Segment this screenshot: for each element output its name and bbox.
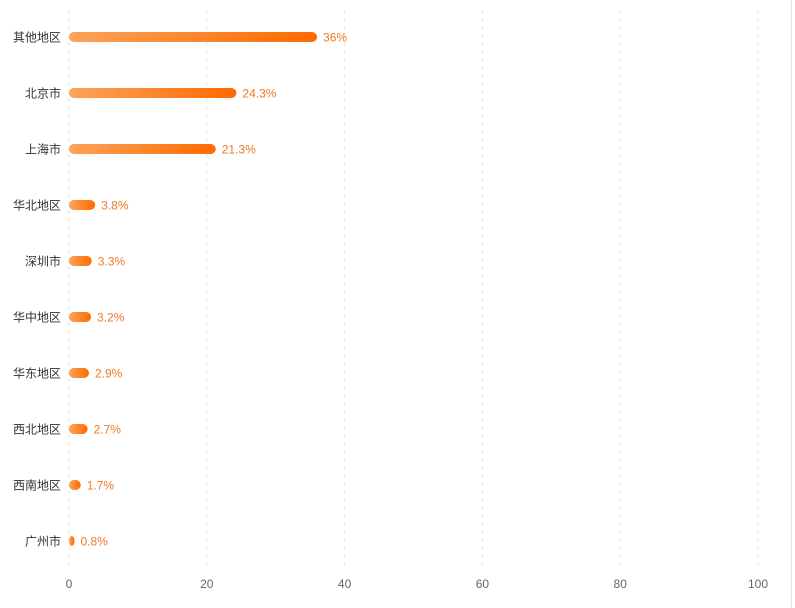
- data-label: 21.3%: [222, 143, 256, 157]
- bar: [69, 312, 92, 322]
- bar: [69, 144, 216, 154]
- bar: [69, 256, 92, 266]
- category-label: 其他地区: [13, 31, 61, 45]
- data-label: 0.8%: [81, 535, 109, 549]
- data-label: 2.9%: [95, 367, 123, 381]
- bar: [69, 424, 88, 434]
- bar: [69, 88, 237, 98]
- data-label: 3.3%: [98, 255, 126, 269]
- category-label: 广州市: [25, 534, 61, 549]
- data-label: 3.2%: [97, 311, 125, 325]
- x-tick-label: 0: [66, 577, 73, 591]
- category-label: 华北地区: [13, 199, 61, 213]
- x-tick-label: 100: [748, 577, 768, 591]
- bar: [69, 480, 81, 490]
- bar: [69, 536, 75, 546]
- data-label: 2.7%: [94, 423, 122, 437]
- x-tick-label: 20: [200, 577, 214, 591]
- bar: [69, 200, 96, 210]
- x-tick-label: 40: [338, 577, 352, 591]
- category-label: 深圳市: [25, 254, 61, 269]
- data-label: 3.8%: [101, 199, 129, 213]
- x-tick-label: 60: [476, 577, 490, 591]
- data-label: 1.7%: [87, 479, 115, 493]
- bar: [69, 368, 89, 378]
- bar: [69, 32, 318, 42]
- data-label: 36%: [323, 31, 347, 45]
- category-label: 西南地区: [13, 478, 61, 493]
- category-label: 华东地区: [13, 367, 61, 381]
- data-label: 24.3%: [242, 87, 276, 101]
- right-border: [791, 0, 792, 608]
- x-tick-label: 80: [614, 577, 628, 591]
- category-label: 华中地区: [13, 310, 61, 325]
- category-label: 西北地区: [13, 423, 61, 437]
- category-label: 上海市: [25, 142, 61, 157]
- category-label: 北京市: [25, 86, 61, 101]
